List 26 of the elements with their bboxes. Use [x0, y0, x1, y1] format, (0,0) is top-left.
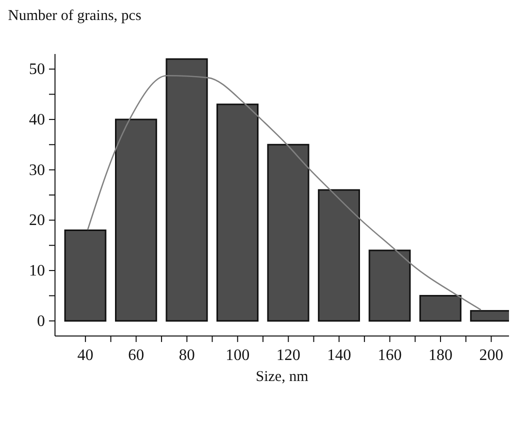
- bar: [64, 230, 106, 322]
- y-axis-title: Number of grains, pcs: [8, 8, 142, 25]
- y-tick-label: 30: [29, 162, 45, 179]
- x-tick-label: 160: [378, 347, 402, 364]
- x-tick-label: 200: [479, 347, 504, 364]
- x-axis-title: Size, nm: [256, 369, 309, 385]
- y-tick-label: 20: [29, 212, 45, 230]
- y-tick-label: 0: [37, 312, 45, 330]
- y-tick-label: 50: [29, 61, 45, 78]
- bar: [419, 294, 462, 322]
- bar: [267, 144, 310, 322]
- bar: [368, 250, 411, 322]
- y-tick-label: 40: [29, 111, 45, 128]
- bar: [115, 118, 158, 322]
- x-tick-label: 140: [327, 347, 352, 364]
- x-tick-label: 40: [77, 347, 94, 364]
- x-tick-label: 180: [428, 347, 453, 364]
- x-tick-label: 60: [128, 347, 144, 364]
- y-tick-label: 10: [29, 262, 45, 280]
- x-tick-label: 100: [226, 347, 250, 364]
- bar: [318, 189, 360, 322]
- x-tick-label: 80: [178, 347, 195, 364]
- bar: [216, 104, 259, 322]
- bar: [166, 58, 208, 322]
- x-tick-label: 120: [276, 347, 300, 364]
- line-series: [87, 75, 482, 310]
